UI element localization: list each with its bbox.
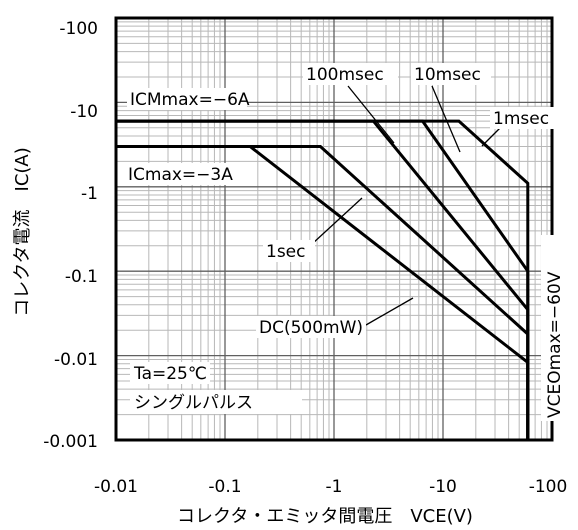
x-tick-label: -100 [529, 477, 568, 497]
cond2-bg [130, 390, 302, 414]
vceo-max-label: VCEOmax=−60V [545, 271, 565, 418]
label-dc-500mw: DC(500mW) [259, 318, 363, 338]
label-1sec: 1sec [266, 242, 305, 262]
icm-max-label: ICMmax=−6A [130, 90, 250, 110]
x-tick-label: -1 [326, 477, 343, 497]
ic-max-label: ICmax=−3A [128, 165, 233, 185]
ic-label-bg [125, 163, 235, 185]
y-tick-label: -0.01 [54, 350, 98, 370]
y-tick-label: -10 [70, 102, 98, 122]
x-axis-title: コレクタ・エミッタ間電圧 VCE(V) [177, 506, 473, 527]
condition-single-pulse: シングルパルス [134, 393, 253, 413]
cond1-bg [130, 362, 210, 384]
leader-dc [365, 297, 414, 326]
x-tick-label: -10 [429, 477, 457, 497]
leader-1sec [311, 197, 363, 245]
y-tick-label: -0.1 [65, 267, 98, 287]
soa-curve-dc-500mw [116, 145, 530, 440]
vceo-bg [541, 235, 565, 421]
leader-lines [311, 85, 501, 326]
y-tick-label: -0.001 [43, 432, 98, 452]
leader-100msec [347, 85, 395, 144]
soa-curves [116, 119, 530, 440]
leader-10msec [431, 85, 461, 153]
leader-1msec [481, 127, 501, 147]
x-tick-label: -0.1 [208, 477, 241, 497]
plot-frame [114, 16, 554, 442]
y-axis-title: コレクタ電流 IC(A) [12, 147, 33, 317]
l10ms-bg [411, 63, 491, 85]
label-1msec: 1msec [493, 109, 549, 129]
label-100msec: 100msec [306, 65, 384, 85]
x-tick-label: -0.01 [94, 477, 138, 497]
l1s-bg [263, 240, 315, 262]
ldc-bg [256, 316, 366, 338]
l1ms-bg [490, 107, 562, 129]
condition-ta: Ta=25℃ [133, 364, 207, 384]
y-tick-label: -1 [81, 184, 98, 204]
label-10msec: 10msec [414, 65, 481, 85]
y-tick-label: -100 [59, 19, 98, 39]
icm-label-bg [127, 88, 247, 110]
l100ms-bg [303, 63, 398, 85]
